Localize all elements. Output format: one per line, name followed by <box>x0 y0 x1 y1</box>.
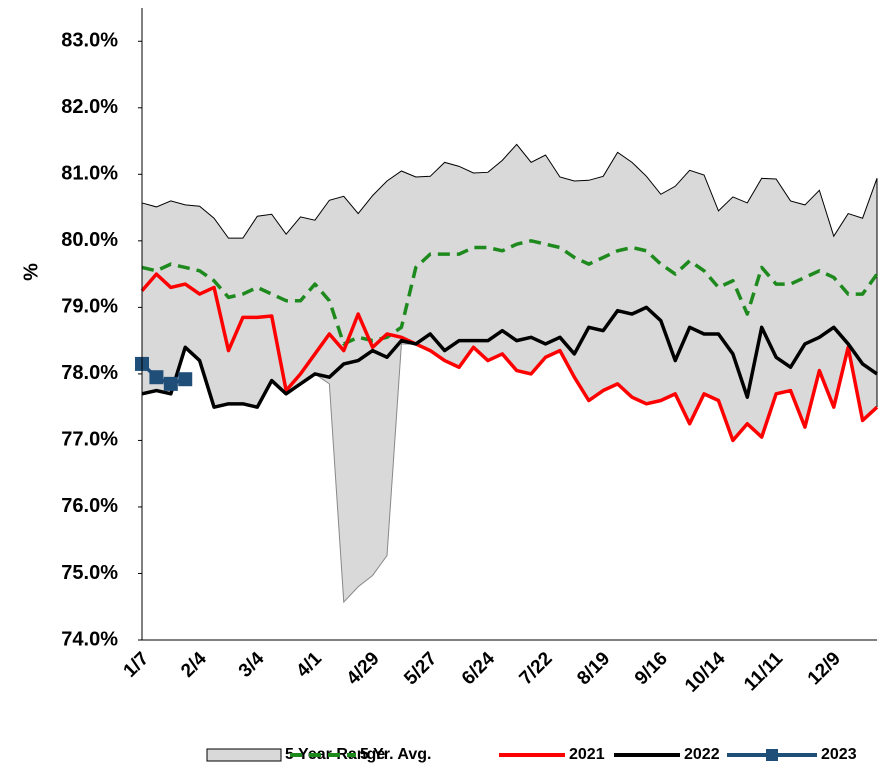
legend-swatch <box>206 748 282 762</box>
legend-label: 2021 <box>569 746 605 763</box>
series-marker <box>149 370 164 385</box>
legend-label: 2022 <box>684 746 720 763</box>
y-tick-label: 79.0% <box>61 296 118 318</box>
series-marker <box>163 376 178 391</box>
x-tick-label: 12/9 <box>804 648 845 689</box>
legend-marker <box>766 749 778 761</box>
x-tick-label: 1/7 <box>120 648 154 682</box>
y-tick-label: 78.0% <box>61 362 118 384</box>
series-line <box>140 272 879 443</box>
series-line <box>141 239 879 346</box>
y-tick-label: 80.0% <box>61 229 118 251</box>
series-line <box>140 362 186 386</box>
range-high <box>141 143 878 408</box>
x-tick-label: 8/19 <box>573 648 614 689</box>
x-tick-label: 11/11 <box>740 648 787 695</box>
range-band <box>142 144 877 603</box>
series-marker <box>178 372 193 387</box>
y-tick-label: 81.0% <box>61 163 118 185</box>
legend-label: 2023 <box>821 746 857 763</box>
y-tick-label: 77.0% <box>61 429 118 451</box>
y-tick-label: 82.0% <box>61 96 118 118</box>
y-axis-label: % <box>20 263 42 281</box>
y-tick-label: 83.0% <box>61 30 118 52</box>
x-tick-label: 7/22 <box>516 648 557 689</box>
x-tick-label: 4/1 <box>292 648 326 682</box>
x-tick-label: 3/4 <box>235 648 269 682</box>
x-tick-label: 10/14 <box>681 648 730 697</box>
x-tick-label: 6/24 <box>458 648 499 689</box>
series-line <box>141 305 878 409</box>
y-tick-label: 75.0% <box>61 562 118 584</box>
x-tick-label: 9/16 <box>631 648 672 689</box>
legend-label: 5 Yr. Avg. <box>360 746 431 763</box>
x-tick-label: 4/29 <box>343 648 384 689</box>
y-tick-label: 74.0% <box>61 628 118 650</box>
x-tick-label: 2/4 <box>177 648 211 682</box>
y-tick-label: 76.0% <box>61 495 118 517</box>
x-tick-label: 5/27 <box>400 648 441 689</box>
